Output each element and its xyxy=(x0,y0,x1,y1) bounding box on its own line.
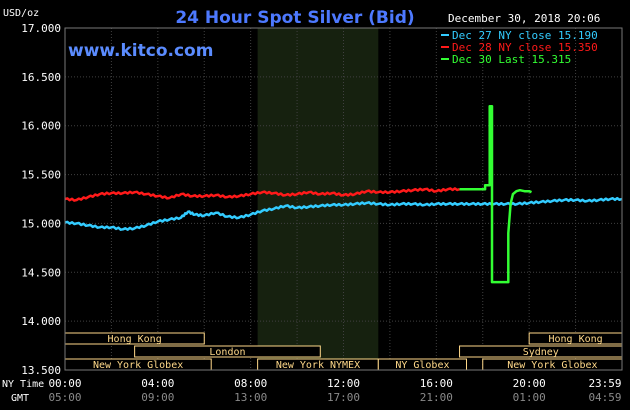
y-tick-label: 16.000 xyxy=(21,120,61,133)
ny-tick-label: 23:59 xyxy=(588,377,621,390)
y-tick-label: 17.000 xyxy=(21,22,61,35)
y-tick-label: 16.500 xyxy=(21,71,61,84)
series-line-2 xyxy=(64,187,460,202)
legend-label-dec28: Dec 28 NY close 15.350 xyxy=(452,41,598,54)
ny-tick-label: 08:00 xyxy=(234,377,267,390)
legend-label-dec30: Dec 30 Last 15.315 xyxy=(452,53,571,66)
session-bar xyxy=(134,345,321,358)
gmt-label: GMT xyxy=(11,393,29,404)
session-label: Hong Kong xyxy=(108,334,162,345)
ny-tick-label: 20:00 xyxy=(513,377,546,390)
chart-datetime: December 30, 2018 20:06 xyxy=(448,12,600,25)
y-tick-label: 13.500 xyxy=(21,364,61,377)
y-axis-label: USD/oz xyxy=(3,8,39,19)
gmt-tick-label: 17:00 xyxy=(327,391,360,404)
session-label: Sydney xyxy=(523,347,559,358)
gmt-tick-label: 13:00 xyxy=(234,391,267,404)
gmt-tick-label: 21:00 xyxy=(420,391,453,404)
series-line-3 xyxy=(459,104,532,284)
session-label: New York Globex xyxy=(507,360,597,371)
session-label: New York Globex xyxy=(93,360,183,371)
ny-tick-label: 00:00 xyxy=(48,377,81,390)
gmt-tick-label: 01:00 xyxy=(513,391,546,404)
y-tick-label: 14.000 xyxy=(21,315,61,328)
ny-tick-label: 12:00 xyxy=(327,377,360,390)
nymex-session-shade xyxy=(257,28,379,370)
y-tick-label: 15.500 xyxy=(21,169,61,182)
gmt-tick-label: 05:00 xyxy=(48,391,81,404)
ny-tick-label: 04:00 xyxy=(141,377,174,390)
chart-title: 24 Hour Spot Silver (Bid) xyxy=(175,8,414,28)
market-sessions: Hong Kong Hong Kong London Sydney New York G… xyxy=(64,332,623,371)
price-lines xyxy=(64,104,623,284)
ny-tick-label: 16:00 xyxy=(420,377,453,390)
y-tick-label: 14.500 xyxy=(21,266,61,279)
y-axis-ticks: 17.000 16.500 16.000 15.500 15.000 14.500 14.0… xyxy=(21,22,61,377)
legend-label-dec27: Dec 27 NY close 15.190 xyxy=(452,29,598,42)
ny-time-label: NY Time xyxy=(2,379,44,390)
session-label: New York NYMEX xyxy=(276,360,360,371)
session-label: London xyxy=(209,347,245,358)
legend: Dec 27 NY close 15.190 Dec 28 NY close 1… xyxy=(441,29,598,66)
plot-border xyxy=(64,27,623,371)
y-tick-label: 15.000 xyxy=(21,217,61,230)
gmt-tick-label: 04:59 xyxy=(588,391,621,404)
gmt-tick-label: 09:00 xyxy=(141,391,174,404)
series-line-1 xyxy=(64,196,623,231)
kitco-watermark: www.kitco.com xyxy=(68,41,213,61)
session-label: Hong Kong xyxy=(548,334,602,345)
session-label: NY Globex xyxy=(395,360,449,371)
